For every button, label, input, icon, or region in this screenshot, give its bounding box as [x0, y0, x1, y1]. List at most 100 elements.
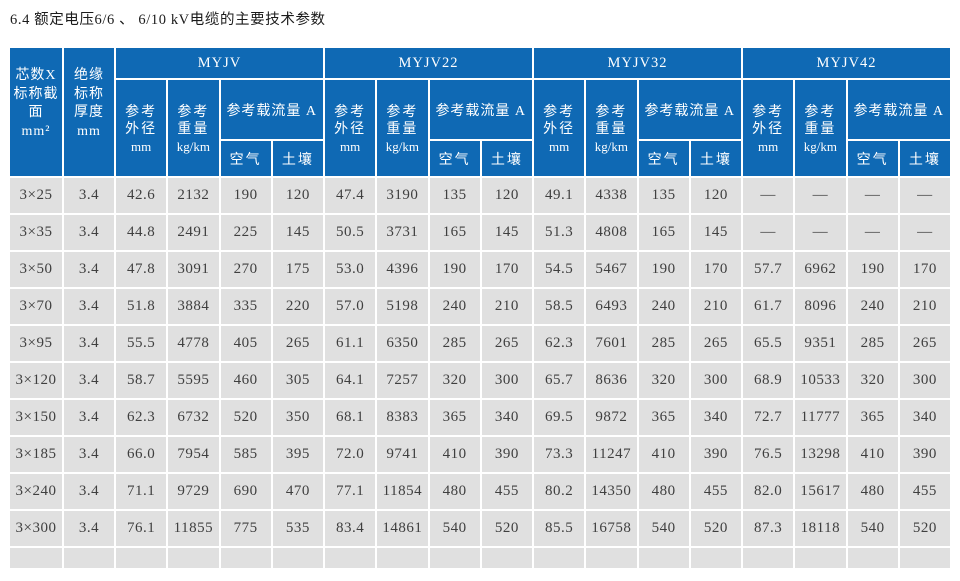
cell-value: 47.8 [113, 250, 169, 289]
cell-value: 210 [479, 287, 535, 326]
cell-value: 9741 [375, 435, 430, 474]
header-air: 空气 [218, 139, 273, 178]
cell-value: 190 [427, 250, 482, 289]
outer-diameter-label: 参考 外径 [334, 104, 367, 138]
cell-value: 4778 [166, 324, 221, 363]
cell-value: 61.7 [740, 287, 796, 326]
cell-value: 4338 [584, 176, 639, 215]
cell-value: 57.0 [322, 287, 378, 326]
cell-value: 8636 [584, 361, 639, 400]
header-outer-diameter: 参考 外径 mm [740, 78, 796, 178]
cell-value: 455 [479, 472, 535, 511]
cell-value: — [845, 176, 900, 215]
cell-thickness: 3.4 [62, 176, 116, 215]
cell-empty [427, 546, 482, 570]
cell-value: 15617 [793, 472, 848, 511]
cell-value: 190 [845, 250, 900, 289]
cell-value: 3731 [375, 213, 430, 252]
cell-core-section: 3×70 [8, 287, 64, 326]
cell-value: 62.3 [113, 398, 169, 437]
cell-value: 455 [897, 472, 953, 511]
cell-value: 11854 [375, 472, 430, 511]
cell-value: 51.8 [113, 287, 169, 326]
cell-value: 350 [270, 398, 326, 437]
cell-value: 340 [897, 398, 953, 437]
cell-value: 3884 [166, 287, 221, 326]
cell-empty [479, 546, 535, 570]
col-header-core-section: 芯数X 标称截 面 mm² [8, 46, 64, 178]
cell-value: 410 [845, 435, 900, 474]
cell-core-section: 3×35 [8, 213, 64, 252]
cell-value: 470 [270, 472, 326, 511]
cell-value: 68.9 [740, 361, 796, 400]
weight-label: 参考 重量 [804, 104, 837, 138]
cell-value: 80.2 [531, 472, 587, 511]
cell-value: 240 [427, 287, 482, 326]
cell-value: 66.0 [113, 435, 169, 474]
cell-value: 240 [636, 287, 691, 326]
table-body: 3×25 3.4 42.6 2132 190 120 47.4 3190 135 120 49.1 4… [8, 176, 953, 570]
group-header-myjv22: MYJV22 [323, 46, 534, 80]
cell-value: 170 [688, 250, 744, 289]
cell-value: 285 [845, 324, 900, 363]
cell-value: 16758 [584, 509, 639, 548]
cell-value: 320 [427, 361, 482, 400]
cell-value: 4808 [584, 213, 639, 252]
cell-core-section: 3×240 [8, 472, 64, 511]
cell-value: 51.3 [531, 213, 587, 252]
header-outer-diameter: 参考 外径 mm [113, 78, 169, 178]
cell-value: 7601 [584, 324, 639, 363]
cell-value: 285 [636, 324, 691, 363]
cell-empty [531, 546, 587, 570]
cell-value: 535 [270, 509, 326, 548]
cell-value: 540 [636, 509, 691, 548]
table-row: 3×150 3.4 62.3 6732 520 350 68.1 8383 365 340 69.5… [8, 398, 953, 437]
cell-value: 410 [427, 435, 482, 474]
outer-diameter-unit: mm [131, 138, 152, 154]
cell-empty [322, 546, 378, 570]
cell-value: — [845, 213, 900, 252]
cell-empty [62, 546, 116, 570]
cell-value: 6493 [584, 287, 639, 326]
weight-label: 参考 重量 [386, 104, 419, 138]
cell-value: 11247 [584, 435, 639, 474]
cell-core-section: 3×300 [8, 509, 64, 548]
cell-value: 7257 [375, 361, 430, 400]
cell-value: 285 [427, 324, 482, 363]
cell-value: 165 [427, 213, 482, 252]
cell-value: 390 [688, 435, 744, 474]
cell-thickness: 3.4 [62, 509, 116, 548]
cell-value: 7954 [166, 435, 221, 474]
cell-value: 58.5 [531, 287, 587, 326]
header-soil: 土壤 [897, 139, 953, 178]
cell-value: 320 [845, 361, 900, 400]
cell-value: — [897, 176, 953, 215]
cell-value: 13298 [793, 435, 848, 474]
cell-empty [218, 546, 273, 570]
cell-value: 395 [270, 435, 326, 474]
cell-empty [740, 546, 796, 570]
cell-value: 8096 [793, 287, 848, 326]
cell-thickness: 3.4 [62, 250, 116, 289]
header-weight: 参考 重量 kg/km [584, 78, 639, 178]
cell-value: 82.0 [740, 472, 796, 511]
header-weight: 参考 重量 kg/km [375, 78, 430, 178]
header-ampacity: 参考载流量 A [218, 78, 325, 141]
cell-value: 64.1 [322, 361, 378, 400]
cell-empty [688, 546, 744, 570]
cell-empty [113, 546, 169, 570]
weight-unit: kg/km [803, 138, 837, 154]
cell-value: 520 [897, 509, 953, 548]
cell-value: 5595 [166, 361, 221, 400]
cell-value: 300 [479, 361, 535, 400]
cell-value: 85.5 [531, 509, 587, 548]
cell-value: 405 [218, 324, 273, 363]
cell-value: 210 [688, 287, 744, 326]
cell-value: 265 [270, 324, 326, 363]
cell-value: 83.4 [322, 509, 378, 548]
cell-value: 5198 [375, 287, 430, 326]
cell-value: 65.7 [531, 361, 587, 400]
cell-value: 690 [218, 472, 273, 511]
cell-value: 55.5 [113, 324, 169, 363]
cell-empty [166, 546, 221, 570]
